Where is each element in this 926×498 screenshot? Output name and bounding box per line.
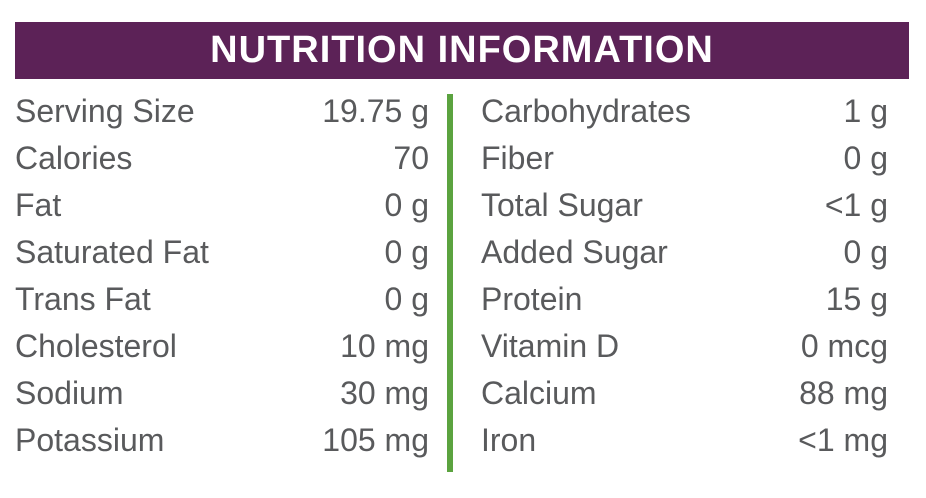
nutrient-value: 1 g bbox=[843, 93, 888, 129]
nutrient-label: Vitamin D bbox=[481, 328, 620, 364]
row-trans-fat: Trans Fat 0 g bbox=[15, 276, 429, 323]
nutrient-label: Fat bbox=[15, 187, 62, 223]
row-fat: Fat 0 g bbox=[15, 182, 429, 229]
nutrient-label: Carbohydrates bbox=[481, 93, 691, 129]
nutrient-value: 0 g bbox=[384, 234, 429, 270]
row-potassium: Potassium 105 mg bbox=[15, 417, 429, 464]
title-bar: NUTRITION INFORMATION bbox=[15, 22, 909, 79]
nutrient-label: Iron bbox=[481, 422, 537, 458]
row-calcium: Calcium 88 mg bbox=[481, 370, 888, 417]
column-divider bbox=[447, 94, 453, 472]
right-column: Carbohydrates 1 g Fiber 0 g Total Sugar … bbox=[481, 88, 888, 472]
row-protein: Protein 15 g bbox=[481, 276, 888, 323]
nutrient-label: Protein bbox=[481, 281, 583, 317]
row-vitamin-d: Vitamin D 0 mcg bbox=[481, 323, 888, 370]
nutrient-value: 0 g bbox=[843, 140, 888, 176]
nutrient-label: Added Sugar bbox=[481, 234, 668, 270]
page-title: NUTRITION INFORMATION bbox=[210, 29, 714, 71]
nutrient-value: <1 mg bbox=[798, 422, 888, 458]
nutrient-value: 30 mg bbox=[340, 375, 429, 411]
row-carbohydrates: Carbohydrates 1 g bbox=[481, 88, 888, 135]
nutrient-value: 88 mg bbox=[799, 375, 888, 411]
nutrition-table: Serving Size 19.75 g Calories 70 Fat 0 g… bbox=[15, 88, 888, 472]
nutrient-value: 0 mcg bbox=[800, 328, 888, 364]
nutrient-label: Fiber bbox=[481, 140, 554, 176]
nutrient-label: Serving Size bbox=[15, 93, 195, 129]
nutrient-value: 0 g bbox=[384, 187, 429, 223]
row-iron: Iron <1 mg bbox=[481, 417, 888, 464]
left-column: Serving Size 19.75 g Calories 70 Fat 0 g… bbox=[15, 88, 429, 472]
nutrient-value: 0 g bbox=[843, 234, 888, 270]
nutrient-value: 70 bbox=[393, 140, 429, 176]
nutrient-value: 15 g bbox=[825, 281, 888, 317]
nutrient-label: Calcium bbox=[481, 375, 597, 411]
row-calories: Calories 70 bbox=[15, 135, 429, 182]
nutrient-label: Potassium bbox=[15, 422, 165, 458]
nutrient-value: 10 mg bbox=[340, 328, 429, 364]
row-fiber: Fiber 0 g bbox=[481, 135, 888, 182]
nutrient-label: Trans Fat bbox=[15, 281, 151, 317]
nutrient-label: Sodium bbox=[15, 375, 124, 411]
row-saturated-fat: Saturated Fat 0 g bbox=[15, 229, 429, 276]
nutrient-value: 0 g bbox=[384, 281, 429, 317]
nutrient-label: Saturated Fat bbox=[15, 234, 209, 270]
nutrient-label: Calories bbox=[15, 140, 133, 176]
nutrient-value: <1 g bbox=[824, 187, 888, 223]
row-total-sugar: Total Sugar <1 g bbox=[481, 182, 888, 229]
row-added-sugar: Added Sugar 0 g bbox=[481, 229, 888, 276]
row-serving-size: Serving Size 19.75 g bbox=[15, 88, 429, 135]
nutrient-label: Cholesterol bbox=[15, 328, 177, 364]
nutrient-value: 105 mg bbox=[322, 422, 429, 458]
nutrient-value: 19.75 g bbox=[322, 93, 429, 129]
row-sodium: Sodium 30 mg bbox=[15, 370, 429, 417]
nutrient-label: Total Sugar bbox=[481, 187, 643, 223]
row-cholesterol: Cholesterol 10 mg bbox=[15, 323, 429, 370]
